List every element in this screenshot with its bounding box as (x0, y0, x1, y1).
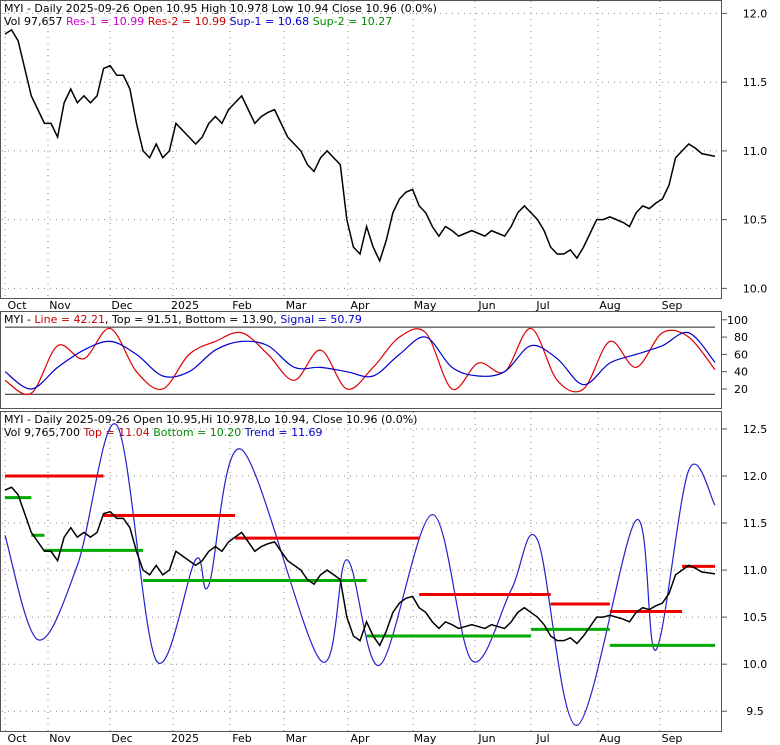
x-tick-label: 2025 (171, 732, 199, 745)
price-panel (0, 0, 722, 299)
panel-header: MYI - Daily 2025-09-26 Open 10.95,Hi 10.… (4, 413, 417, 426)
x-tick-label: May (414, 299, 437, 312)
y-tick-label: 20 (734, 383, 748, 396)
x-tick-label: Apr (350, 299, 370, 312)
header-segment: Line = 42.21 (34, 313, 105, 326)
header-segment: Vol 97,657 (4, 15, 66, 28)
y-tick-label: 60 (734, 348, 748, 361)
panel-header: Vol 9,765,700 Top = 11.04 Bottom = 10.20… (4, 426, 323, 439)
header-segment: Sup-1 = 10.68 (230, 15, 313, 28)
x-tick-label: Apr (350, 732, 370, 745)
x-tick-label: Sep (662, 299, 683, 312)
y-tick-label: 12.5 (743, 423, 768, 436)
y-tick-label: 10.5 (743, 611, 768, 624)
header-segment: Bottom = 10.20 (153, 426, 245, 439)
x-tick-label: Dec (111, 299, 132, 312)
header-segment: Vol 9,765,700 (4, 426, 83, 439)
header-segment: MYI - Daily 2025-09-26 Open 10.95,Hi 10.… (4, 413, 417, 426)
header-segment: MYI - (4, 313, 34, 326)
header-segment: Trend = 11.69 (244, 426, 323, 439)
x-tick-label: Nov (49, 299, 71, 312)
y-tick-label: 9.5 (746, 705, 764, 718)
header-segment: MYI - Daily 2025-09-26 Open 10.95 High 1… (4, 2, 437, 15)
x-tick-label: Nov (49, 732, 71, 745)
y-tick-label: 11.0 (743, 145, 768, 158)
y-tick-label: 11.0 (743, 564, 768, 577)
y-tick-label: 10.5 (743, 214, 768, 227)
x-tick-label: Jun (477, 732, 495, 745)
x-tick-label: Oct (7, 299, 27, 312)
x-tick-label: Feb (232, 732, 251, 745)
cycle-panel (0, 411, 722, 732)
y-tick-label: 80 (734, 331, 748, 344)
y-tick-label: 100 (727, 314, 748, 327)
price-line (4, 486, 716, 647)
x-tick-label: Dec (111, 732, 132, 745)
x-tick-label: Sep (662, 732, 683, 745)
header-segment: Signal = 50.79 (280, 313, 362, 326)
x-tick-label: Oct (7, 732, 27, 745)
header-segment: Top = 11.04 (82, 426, 153, 439)
y-tick-label: 40 (734, 366, 748, 379)
panel-header: MYI - Line = 42.21, Top = 91.51, Bottom … (4, 313, 362, 326)
x-tick-label: Jul (535, 299, 549, 312)
header-segment: Res-1 = 10.99 (66, 15, 148, 28)
y-tick-label: 10.0 (743, 282, 768, 295)
cycle-line (4, 423, 716, 726)
panel-header: MYI - Daily 2025-09-26 Open 10.95 High 1… (4, 2, 437, 15)
oscillator-panel (0, 311, 722, 409)
header-segment: Sup-2 = 10.27 (313, 15, 393, 28)
x-tick-label: Jul (535, 732, 549, 745)
x-tick-label: Feb (232, 299, 251, 312)
y-tick-label: 12.0 (743, 7, 768, 20)
y-tick-label: 11.5 (743, 76, 768, 89)
x-tick-label: May (414, 732, 437, 745)
x-tick-label: Mar (286, 732, 307, 745)
oscillator-line (4, 331, 716, 390)
y-tick-label: 12.0 (743, 470, 768, 483)
x-tick-label: 2025 (171, 299, 199, 312)
x-tick-label: Mar (286, 299, 307, 312)
x-tick-label: Aug (599, 732, 620, 745)
y-tick-label: 10.0 (743, 658, 768, 671)
header-segment: , Top = 91.51, Bottom = 13.90, (105, 313, 280, 326)
panel-header: Vol 97,657 Res-1 = 10.99 Res-2 = 10.99 S… (4, 15, 392, 28)
price-line (4, 28, 716, 263)
x-tick-label: Aug (599, 299, 620, 312)
y-tick-label: 11.5 (743, 517, 768, 530)
header-segment: Res-2 = 10.99 (148, 15, 230, 28)
x-tick-label: Jun (477, 299, 495, 312)
oscillator-line (4, 327, 716, 396)
